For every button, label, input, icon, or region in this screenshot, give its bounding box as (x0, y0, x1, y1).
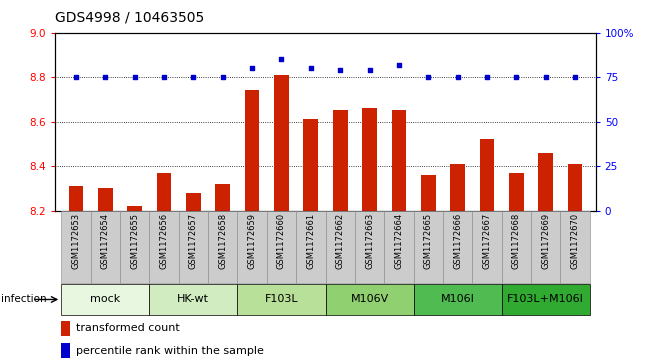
FancyBboxPatch shape (326, 211, 355, 283)
Bar (245, 90, 260, 211)
Point (423, 74, 434, 80)
Text: GSM1172666: GSM1172666 (453, 213, 462, 269)
Bar (61, 343, 70, 358)
Text: GSM1172665: GSM1172665 (424, 213, 433, 269)
Point (305, 65, 316, 71)
Bar (568, 164, 583, 211)
Bar (61, 321, 70, 336)
Text: GSM1172667: GSM1172667 (482, 213, 492, 269)
Point (71, 74, 81, 80)
FancyBboxPatch shape (208, 211, 238, 283)
FancyBboxPatch shape (296, 211, 326, 283)
Point (452, 74, 463, 80)
Point (482, 74, 492, 80)
Text: GSM1172663: GSM1172663 (365, 213, 374, 269)
FancyBboxPatch shape (355, 211, 384, 283)
Bar (480, 139, 494, 211)
Text: GSM1172655: GSM1172655 (130, 213, 139, 269)
Text: GSM1172653: GSM1172653 (72, 213, 80, 269)
FancyBboxPatch shape (149, 284, 238, 315)
Text: GDS4998 / 10463505: GDS4998 / 10463505 (55, 11, 204, 25)
Point (159, 74, 169, 80)
Point (130, 74, 140, 80)
FancyBboxPatch shape (238, 211, 267, 283)
FancyBboxPatch shape (120, 211, 149, 283)
Bar (186, 193, 201, 211)
FancyBboxPatch shape (561, 211, 590, 283)
Bar (98, 188, 113, 211)
FancyBboxPatch shape (238, 284, 326, 315)
Text: M106I: M106I (441, 294, 475, 305)
FancyBboxPatch shape (61, 284, 149, 315)
FancyBboxPatch shape (149, 211, 178, 283)
Text: percentile rank within the sample: percentile rank within the sample (76, 346, 264, 356)
FancyBboxPatch shape (531, 211, 561, 283)
Text: GSM1172659: GSM1172659 (247, 213, 256, 269)
Bar (450, 164, 465, 211)
Bar (362, 108, 377, 211)
Point (570, 74, 580, 80)
FancyBboxPatch shape (61, 211, 90, 283)
Text: mock: mock (90, 294, 120, 305)
Bar (333, 110, 348, 211)
Point (394, 62, 404, 68)
Point (335, 67, 346, 73)
Text: GSM1172664: GSM1172664 (395, 213, 404, 269)
Text: GSM1172656: GSM1172656 (159, 213, 169, 269)
Bar (128, 206, 142, 211)
FancyBboxPatch shape (384, 211, 413, 283)
Bar (391, 110, 406, 211)
Bar (68, 186, 83, 211)
Text: infection: infection (1, 294, 46, 305)
Text: transformed count: transformed count (76, 323, 180, 333)
Text: GSM1172654: GSM1172654 (101, 213, 110, 269)
Point (188, 74, 199, 80)
Text: GSM1172657: GSM1172657 (189, 213, 198, 269)
Text: M106V: M106V (350, 294, 389, 305)
Bar (303, 119, 318, 211)
Bar (421, 175, 436, 211)
Text: GSM1172668: GSM1172668 (512, 213, 521, 269)
Point (540, 74, 551, 80)
FancyBboxPatch shape (502, 211, 531, 283)
FancyBboxPatch shape (326, 284, 413, 315)
Text: F103L+M106I: F103L+M106I (507, 294, 584, 305)
Text: GSM1172661: GSM1172661 (307, 213, 315, 269)
Text: GSM1172670: GSM1172670 (571, 213, 579, 269)
FancyBboxPatch shape (90, 211, 120, 283)
FancyBboxPatch shape (473, 211, 502, 283)
Point (217, 74, 228, 80)
Point (365, 67, 375, 73)
Text: GSM1172662: GSM1172662 (336, 213, 344, 269)
Bar (509, 173, 523, 211)
Text: GSM1172658: GSM1172658 (218, 213, 227, 269)
Point (511, 74, 521, 80)
FancyBboxPatch shape (413, 211, 443, 283)
FancyBboxPatch shape (502, 284, 590, 315)
Text: F103L: F103L (265, 294, 298, 305)
Point (100, 74, 111, 80)
FancyBboxPatch shape (267, 211, 296, 283)
Text: GSM1172669: GSM1172669 (541, 213, 550, 269)
FancyBboxPatch shape (178, 211, 208, 283)
Text: HK-wt: HK-wt (177, 294, 210, 305)
Text: GSM1172660: GSM1172660 (277, 213, 286, 269)
FancyBboxPatch shape (443, 211, 473, 283)
Bar (157, 173, 171, 211)
Bar (215, 184, 230, 211)
Bar (538, 153, 553, 211)
Point (276, 56, 286, 62)
Bar (274, 75, 289, 211)
FancyBboxPatch shape (413, 284, 502, 315)
Point (247, 65, 257, 71)
